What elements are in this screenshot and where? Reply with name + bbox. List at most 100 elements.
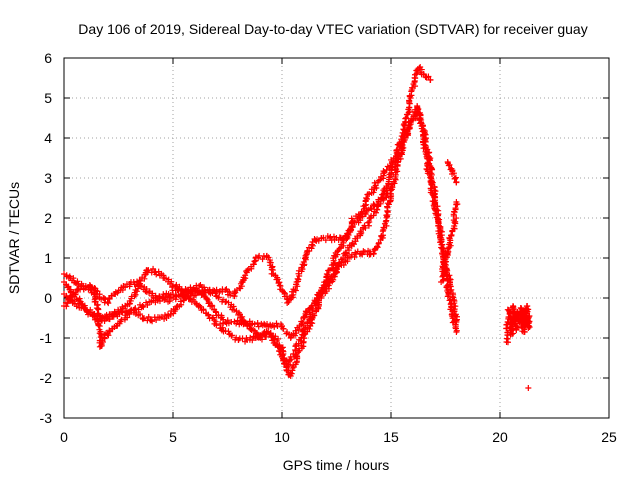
data-point [288,370,295,377]
data-point [267,259,274,266]
data-point [397,155,404,162]
data-point [65,283,72,290]
data-point [215,294,222,301]
grid-lines [64,58,609,418]
data-point [144,301,151,308]
data-point [66,294,73,301]
data-point [166,298,173,305]
data-point [150,265,157,272]
data-point [296,272,303,279]
data-point [374,244,381,251]
data-point [345,247,352,254]
data-point [384,190,391,197]
data-point [301,255,308,262]
data-point [239,313,246,320]
data-point [196,283,203,289]
y-tick-label: -2 [40,370,53,386]
series-track-4 [61,185,461,341]
y-tick-label: 2 [44,210,52,226]
data-point [320,287,327,294]
data-point [137,277,144,284]
data-point [363,194,370,201]
data-point [402,115,409,122]
data-point [514,312,521,319]
data-point [105,300,112,307]
data-point [415,105,422,112]
data-point [332,267,339,274]
y-axis-label: SDTVAR / TECUs [6,182,22,294]
data-point [392,167,399,174]
data-point [170,291,177,298]
data-point [78,301,85,307]
data-point [122,284,129,291]
data-point [98,332,105,339]
data-point [329,274,336,281]
data-point [173,281,180,288]
data-point [280,325,287,332]
data-point [343,250,350,257]
data-point [333,266,340,273]
data-point [139,303,146,309]
axis-ticks [63,57,610,419]
data-point [448,286,455,293]
data-point [445,162,452,169]
data-point [323,283,330,290]
data-point [255,323,262,330]
data-point [64,300,71,307]
series-track-2 [61,103,460,379]
data-point [106,296,113,303]
data-point [453,179,460,185]
data-point [258,336,265,343]
data-point [388,187,394,193]
data-point [409,84,416,91]
data-point [178,301,185,308]
x-tick-label: 5 [169,429,177,445]
y-tick-label: 4 [44,130,52,146]
data-point [423,155,430,162]
data-point [450,318,457,325]
data-point [206,298,213,305]
data-point [356,214,363,221]
data-point [105,332,112,339]
data-point [295,276,302,283]
data-point [284,299,291,306]
data-point [394,146,401,153]
data-point [447,306,454,313]
data-point [345,231,352,238]
data-point [428,181,435,188]
data-point [452,206,459,213]
data-point [440,272,447,279]
data-point [76,297,83,304]
data-point [70,275,77,282]
data-point [406,124,413,131]
data-point [271,323,278,330]
data-point [176,283,183,290]
data-point [91,285,98,291]
series-track-3 [61,64,460,323]
data-point [109,313,116,320]
data-point [402,130,409,137]
data-point [289,367,296,374]
data-point [364,219,371,226]
data-point [393,165,400,172]
data-point [229,332,236,339]
data-point [249,337,256,344]
data-point [272,333,279,340]
plot-frame [63,57,610,419]
data-point [145,313,152,320]
data-point [342,249,349,256]
data-point [335,263,342,270]
data-point [96,291,103,298]
data-point [370,189,377,196]
x-axis-label: GPS time / hours [283,457,390,473]
data-point [398,138,405,145]
data-point [293,330,300,337]
data-point [281,289,288,296]
data-point [167,311,174,318]
data-point [361,205,368,212]
data-point [451,175,458,182]
data-point [383,222,390,229]
data-point [384,184,391,191]
data-point [280,357,287,364]
data-point [433,208,440,215]
